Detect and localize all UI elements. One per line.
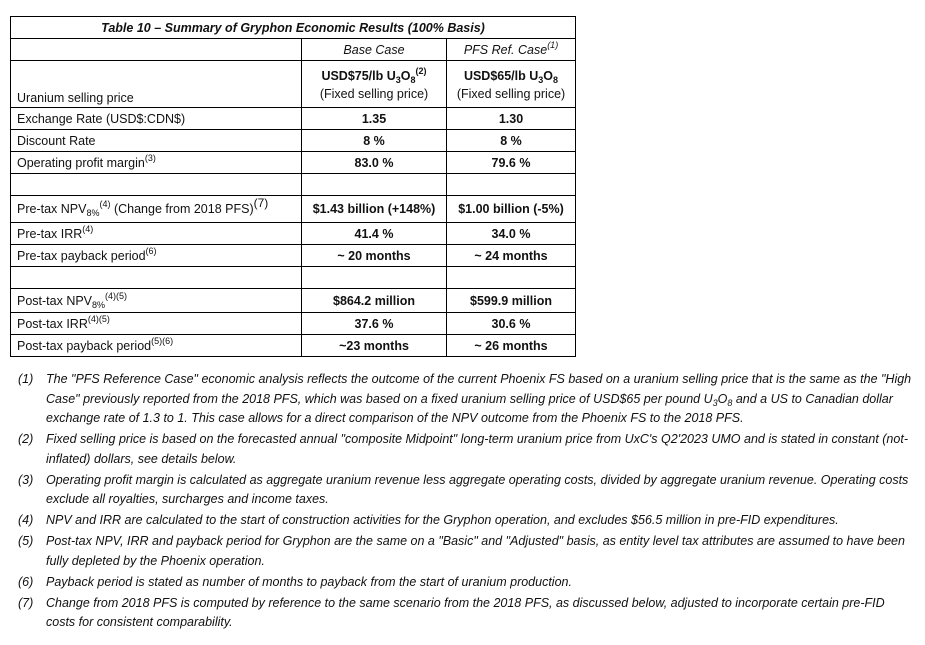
pfs-value: ~ 26 months (446, 334, 576, 357)
economic-results-table: Table 10 – Summary of Gryphon Economic R… (10, 16, 576, 357)
table-row: Post-tax IRR(4)(5) 37.6 % 30.6 % (10, 312, 576, 335)
row-label: Pre-tax IRR(4) (10, 222, 302, 245)
footnote-text: Change from 2018 PFS is computed by refe… (46, 595, 885, 630)
footnote: (2) Fixed selling price is based on the f… (18, 430, 913, 469)
footnote-number: (3) (18, 472, 34, 487)
base-value: 41.4 % (301, 222, 447, 245)
pfs-value: $1.00 billion (-5%) (446, 195, 576, 223)
footnotes: (1) The "PFS Reference Case" economic ana… (18, 370, 913, 634)
row-label: Post-tax IRR(4)(5) (10, 312, 302, 335)
pfs-value: 8 % (446, 129, 576, 152)
spacer-row (10, 266, 576, 289)
base-value: ~ 20 months (301, 244, 447, 267)
footnote-text: Fixed selling price is based on the fore… (46, 432, 908, 466)
footnote: (4) NPV and IRR are calculated to the sta… (18, 511, 913, 531)
footnote-number: (4) (18, 513, 34, 527)
footnote: (6) Payback period is stated as number of… (18, 573, 913, 593)
footnote-text: The "PFS Reference Case" economic analys… (46, 372, 912, 425)
base-value: 8 % (301, 129, 447, 152)
pfs-value: ~ 24 months (446, 244, 576, 267)
base-value: 83.0 % (301, 151, 447, 174)
table-row: Discount Rate 8 % 8 % (10, 129, 576, 152)
row-label: Operating profit margin(3) (10, 151, 302, 174)
base-value: ~23 months (301, 334, 447, 357)
footnote-number: (2) (18, 432, 34, 446)
row-label: Exchange Rate (USD$:CDN$) (10, 107, 302, 130)
base-value: $1.43 billion (+148%) (301, 195, 447, 223)
pfs-value: 79.6 % (446, 151, 576, 174)
footnote-text: Payback period is stated as number of mo… (46, 574, 572, 589)
table-row: Exchange Rate (USD$:CDN$) 1.35 1.30 (10, 107, 576, 130)
uranium-base: USD$75/lb U3O8(2) (Fixed selling price) (301, 60, 447, 108)
row-label: Post-tax payback period(5)(6) (10, 334, 302, 357)
pfs-value: 30.6 % (446, 312, 576, 335)
pfs-value: 1.30 (446, 107, 576, 130)
table-row: Post-tax NPV8%(4)(5) $864.2 million $599.9… (10, 288, 576, 313)
footnote: (3) Operating profit margin is calculated… (18, 471, 913, 510)
footnote-text: Post-tax NPV, IRR and payback period for… (46, 534, 905, 568)
row-label: Uranium selling price (10, 60, 302, 108)
table-row: Pre-tax payback period(6) ~ 20 months ~ 24… (10, 244, 576, 267)
uranium-pfs: USD$65/lb U3O8 (Fixed selling price) (446, 60, 576, 108)
row-label: Post-tax NPV8%(4)(5) (10, 288, 302, 313)
base-value: 1.35 (301, 107, 447, 130)
base-value: $864.2 million (301, 288, 447, 313)
footnote: (1) The "PFS Reference Case" economic ana… (18, 370, 913, 429)
pfs-value: 34.0 % (446, 222, 576, 245)
footnote-number: (6) (18, 574, 34, 589)
table-row: Operating profit margin(3) 83.0 % 79.6 % (10, 151, 576, 174)
footnote-number: (7) (18, 595, 34, 610)
table-title: Table 10 – Summary of Gryphon Economic R… (10, 16, 576, 39)
footnote-number: (5) (18, 534, 34, 548)
footnote-text: NPV and IRR are calculated to the start … (46, 513, 839, 527)
header-base-case: Base Case (301, 38, 447, 61)
footnote: (7) Change from 2018 PFS is computed by r… (18, 594, 913, 633)
row-label: Pre-tax payback period(6) (10, 244, 302, 267)
pfs-value: $599.9 million (446, 288, 576, 313)
header-pfs-case: PFS Ref. Case(1) (446, 38, 576, 61)
table-row: Pre-tax IRR(4) 41.4 % 34.0 % (10, 222, 576, 245)
footnote-number: (1) (18, 372, 34, 386)
footnote: (5) Post-tax NPV, IRR and payback period … (18, 532, 913, 571)
footnote-text: Operating profit margin is calculated as… (46, 472, 909, 507)
base-value: 37.6 % (301, 312, 447, 335)
spacer-row (10, 173, 576, 196)
row-label: Pre-tax NPV8%(4) (Change from 2018 PFS)(… (10, 195, 302, 223)
table-row: Post-tax payback period(5)(6) ~23 months ~… (10, 334, 576, 357)
table-row: Pre-tax NPV8%(4) (Change from 2018 PFS)(… (10, 195, 576, 223)
row-label: Discount Rate (10, 129, 302, 152)
